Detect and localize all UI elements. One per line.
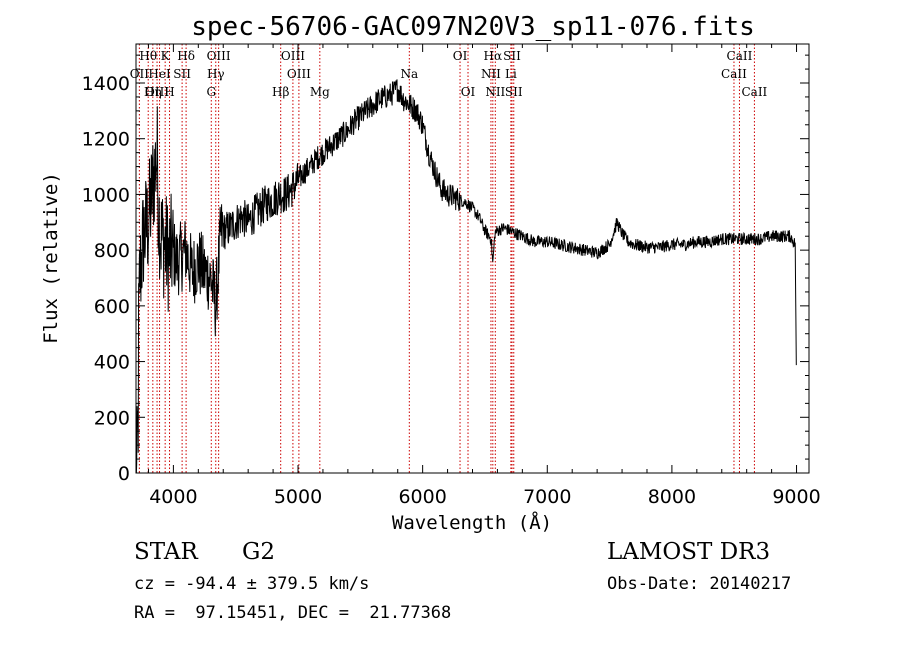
line-marker-label: Hβ: [272, 85, 289, 99]
line-marker-label: Hη: [144, 85, 162, 99]
line-marker-label: SII: [503, 49, 521, 63]
spectral-line-markers: [138, 44, 755, 473]
line-marker-label: OI: [461, 85, 476, 99]
line-marker-label: SII: [505, 85, 523, 99]
redshift-value: cz = -94.4 ± 379.5 km/s: [134, 574, 370, 594]
y-tick-label: 800: [94, 240, 130, 262]
y-axis-ticks: 0 200 400 600 800 1000 1200 1400: [82, 54, 809, 485]
line-marker-label: OIII: [207, 49, 231, 63]
line-marker-label: OI: [453, 49, 468, 63]
line-marker-label: Hα: [484, 49, 503, 63]
line-marker-label: Hθ: [139, 49, 157, 63]
x-tick-label: 6000: [398, 486, 446, 508]
line-marker-label: CaII: [721, 67, 747, 81]
object-subclass: G2: [242, 539, 276, 565]
x-tick-label: 4000: [149, 486, 197, 508]
line-marker-label: G: [206, 85, 216, 99]
y-tick-label: 1400: [82, 73, 130, 95]
y-tick-label: 1200: [82, 129, 130, 151]
y-tick-label: 1000: [82, 184, 130, 206]
x-tick-label: 5000: [274, 486, 322, 508]
y-tick-label: 0: [118, 463, 130, 485]
line-marker-label: HeI: [148, 67, 171, 81]
line-marker-label: Hδ: [177, 49, 195, 63]
x-axis-ticks: 4000 5000 6000 7000 8000 9000: [147, 44, 821, 508]
x-axis-label: Wavelength (Å): [392, 511, 552, 534]
line-marker-label: OIII: [287, 67, 311, 81]
spectrum-line: [135, 79, 797, 473]
y-tick-label: 600: [94, 296, 130, 318]
line-marker-label: OII: [130, 67, 150, 81]
line-marker-label: NII: [481, 67, 501, 81]
chart-title: spec-56706-GAC097N20V3_sp11-076.fits: [191, 12, 755, 42]
line-marker-label: H: [164, 85, 174, 99]
line-marker-label: OIII: [281, 49, 305, 63]
y-axis-label: Flux (relative): [40, 172, 62, 344]
line-marker-label: Na: [400, 67, 418, 81]
x-tick-label: 7000: [523, 486, 571, 508]
line-marker-label: OIII: [145, 85, 169, 99]
x-tick-label: 9000: [772, 486, 820, 508]
line-marker-label: SII: [173, 67, 191, 81]
line-marker-label: CaII: [741, 85, 767, 99]
line-marker-label: Li: [505, 67, 517, 81]
line-marker-label: Hγ: [207, 67, 225, 81]
sky-coordinates: RA = 97.15451, DEC = 21.77368: [134, 603, 452, 623]
y-tick-label: 400: [94, 352, 130, 374]
x-tick-label: 8000: [648, 486, 696, 508]
line-marker-label: NII: [485, 85, 505, 99]
object-class: STAR: [134, 539, 198, 565]
line-marker-label: CaII: [727, 49, 753, 63]
line-marker-label: K: [161, 49, 171, 63]
y-tick-label: 200: [94, 407, 130, 429]
survey-name: LAMOST DR3: [607, 539, 771, 565]
line-marker-label: Mg: [310, 85, 330, 99]
plot-frame: [135, 43, 810, 474]
observation-date: Obs-Date: 20140217: [607, 574, 792, 594]
